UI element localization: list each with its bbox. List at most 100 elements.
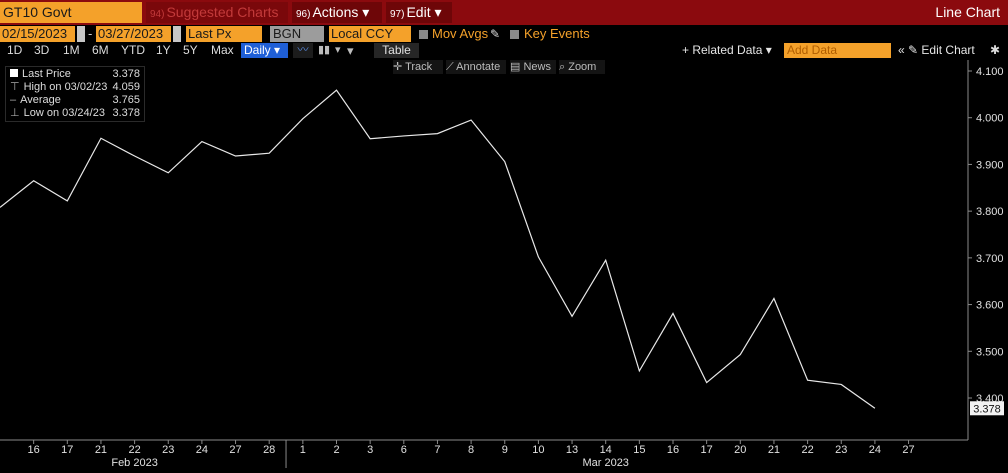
news-icon: ▤ <box>510 61 524 73</box>
gear-icon[interactable]: ✱ <box>990 43 1001 57</box>
x-tick-label: 13 <box>566 444 578 456</box>
edit-chart-label: ✎ Edit Chart <box>908 43 975 57</box>
period-1d[interactable]: 1D <box>7 43 23 57</box>
y-tick-label: 3.500 <box>976 346 1004 358</box>
add-data-input[interactable]: Add Data <box>784 43 891 58</box>
zoom-label: Zoom <box>568 61 597 73</box>
news-tool[interactable]: ▤ News <box>510 60 556 74</box>
y-tick-label: 4.000 <box>976 113 1004 125</box>
series-line <box>0 89 876 409</box>
x-tick-label: 2 <box>333 444 339 456</box>
x-tick-label: 21 <box>768 444 780 456</box>
actions-label: Actions ▾ <box>312 4 370 20</box>
x-tick-label: 22 <box>801 444 813 456</box>
chart-legend: Last Price 3.378 ⊤ High on 03/02/23 4.059 –… <box>5 66 145 122</box>
y-tick-label: 3.800 <box>976 206 1004 218</box>
x-tick-label: 23 <box>162 444 174 456</box>
legend-low-value: 3.378 <box>112 107 140 119</box>
annotate-tool[interactable]: ⟋ Annotate <box>446 60 506 74</box>
zoom-icon: ⌕ <box>559 61 569 73</box>
pricing-source-field[interactable]: BGN <box>270 26 324 42</box>
legend-last-value: 3.378 <box>112 68 140 80</box>
x-tick-label: 7 <box>434 444 440 456</box>
mov-avgs-label[interactable]: Mov Avgs <box>432 26 489 41</box>
x-tick-label: 9 <box>502 444 508 456</box>
high-marker-icon: ⊤ <box>10 81 20 93</box>
pencil-icon[interactable]: ✎ <box>490 27 501 41</box>
suggested-number: 94) <box>150 9 165 20</box>
annotate-label: Annotate <box>456 61 501 73</box>
calendar-icon[interactable] <box>77 26 85 42</box>
annotate-icon: ⟋ <box>446 61 457 73</box>
related-data-button[interactable]: + Related Data ▾ <box>682 43 772 57</box>
y-tick-label: 4.100 <box>976 66 1004 78</box>
period-3d[interactable]: 3D <box>34 43 50 57</box>
collapse-icon[interactable]: « <box>898 43 909 57</box>
security-input[interactable]: GT10 Govt <box>0 2 142 23</box>
suggested-charts-label: Suggested Charts <box>166 4 279 20</box>
period-6m[interactable]: 6M <box>92 43 109 57</box>
period-1y[interactable]: 1Y <box>156 43 171 57</box>
currency-select[interactable]: Local CCY <box>329 26 411 42</box>
x-tick-label: 8 <box>468 444 474 456</box>
last-value-box <box>970 401 1004 416</box>
track-tool[interactable]: ✛ Track <box>393 60 443 74</box>
frequency-select[interactable]: Daily ▾ <box>241 43 288 58</box>
legend-high-value: 4.059 <box>112 81 140 93</box>
crosshair-icon: ✛ <box>393 61 406 73</box>
period-max[interactable]: Max <box>211 43 234 57</box>
legend-avg-label: Average <box>20 94 61 106</box>
legend-avg-value: 3.765 <box>112 94 140 106</box>
x-tick-label: 28 <box>263 444 275 456</box>
x-tick-label: 1 <box>300 444 306 456</box>
period-5y[interactable]: 5Y <box>183 43 198 57</box>
x-tick-label: 24 <box>869 444 881 456</box>
period-1m[interactable]: 1M <box>63 43 80 57</box>
series-swatch <box>10 69 18 77</box>
edit-label: Edit ▾ <box>406 4 442 20</box>
x-tick-label: 15 <box>633 444 645 456</box>
x-tick-label: 16 <box>28 444 40 456</box>
legend-last-label: Last Price <box>22 68 71 80</box>
zoom-tool[interactable]: ⌕ Zoom <box>559 60 605 74</box>
x-tick-label: 17 <box>61 444 73 456</box>
x-tick-label: 14 <box>600 444 612 456</box>
table-button[interactable]: Table <box>374 43 419 58</box>
calendar-icon[interactable] <box>173 26 181 42</box>
suggested-charts-button[interactable]: 94) Suggested Charts <box>146 2 288 23</box>
x-tick-label: 10 <box>532 444 544 456</box>
bar-chart-icon[interactable]: ▮▮ <box>318 44 331 56</box>
legend-high: ⊤ High on 03/02/23 4.059 <box>10 81 140 94</box>
mov-avgs-checkbox[interactable] <box>419 30 428 39</box>
x-month-label: Feb 2023 <box>111 457 157 469</box>
x-tick-label: 3 <box>367 444 373 456</box>
line-chart-icon[interactable]: 〰 <box>293 43 313 58</box>
legend-average: – Average 3.765 <box>10 94 140 107</box>
last-value-label: 3.378 <box>973 403 1001 415</box>
price-field-select[interactable]: Last Px <box>186 26 262 42</box>
period-ytd[interactable]: YTD <box>121 43 145 57</box>
x-tick-label: 21 <box>95 444 107 456</box>
actions-number: 96) <box>296 9 311 20</box>
x-tick-label: 27 <box>229 444 241 456</box>
edit-chart-button[interactable]: « ✎ Edit Chart <box>898 43 975 58</box>
track-label: Track <box>405 61 433 73</box>
y-tick-label: 3.700 <box>976 253 1004 265</box>
dropdown-icon[interactable]: ▾ <box>335 44 341 56</box>
chart-type-title: Line Chart <box>935 4 1000 20</box>
legend-high-label: High on 03/02/23 <box>23 81 108 93</box>
key-events-label[interactable]: Key Events <box>524 26 590 41</box>
start-date-field[interactable]: 02/15/2023 <box>0 26 75 42</box>
actions-menu-button[interactable]: 96) Actions ▾ <box>292 2 382 23</box>
edit-number: 97) <box>390 9 405 20</box>
end-date-field[interactable]: 03/27/2023 <box>96 26 171 42</box>
chevron-down-icon[interactable]: ▾ <box>347 43 354 58</box>
y-tick-label: 3.900 <box>976 159 1004 171</box>
low-marker-icon: ⊥ <box>10 107 20 119</box>
x-tick-label: 23 <box>835 444 847 456</box>
x-tick-label: 17 <box>701 444 713 456</box>
edit-menu-button[interactable]: 97) Edit ▾ <box>386 2 452 23</box>
legend-low: ⊥ Low on 03/24/23 3.378 <box>10 107 140 120</box>
key-events-checkbox[interactable] <box>510 30 519 39</box>
